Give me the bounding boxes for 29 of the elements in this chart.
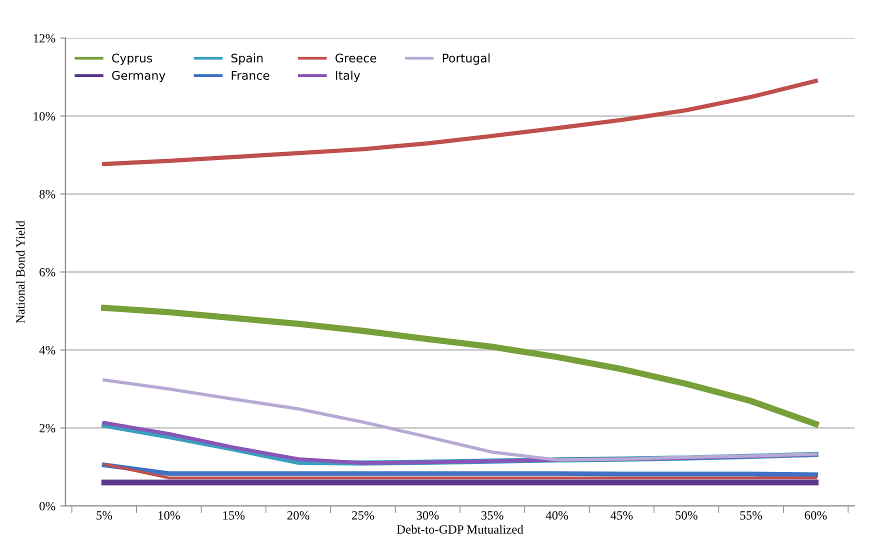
y-tick-label: 8% — [39, 190, 56, 199]
legend-label: Italy — [336, 70, 360, 82]
x-tick-label: 15% — [223, 511, 245, 520]
y-tick-label: 0% — [39, 502, 56, 510]
y-tick-label: 6% — [40, 268, 56, 276]
x-tick-label: 25% — [352, 511, 374, 520]
x-tick-label: 35% — [481, 511, 504, 520]
y-axis-title: National Bond Yield — [16, 220, 25, 324]
line-series — [102, 378, 818, 462]
y-tick-label: 2% — [40, 424, 56, 432]
x-tick-label: 60% — [804, 511, 827, 520]
y-tick-label: 4% — [39, 346, 56, 354]
x-tick-label: 55% — [740, 511, 762, 520]
y-tick-label: 10% — [34, 112, 56, 121]
y-tick-label: 12% — [34, 34, 56, 43]
x-tick-label: 45% — [610, 511, 633, 520]
legend-label: France — [232, 71, 270, 80]
x-axis-title: Debt-to-GDP Mutualized — [396, 524, 524, 534]
x-tick-label: 20% — [287, 511, 310, 520]
legend-label: Portugal — [442, 53, 490, 65]
legend-label: Cyprus — [112, 54, 152, 65]
x-tick-label: 50% — [676, 511, 698, 520]
x-tick-label: 30% — [416, 511, 439, 520]
legend-label: Germany — [112, 70, 166, 82]
legend-label: Spain — [231, 53, 263, 65]
x-tick-label: 40% — [546, 511, 568, 520]
x-tick-label: 10% — [158, 511, 180, 520]
legend-label: Greece — [335, 54, 376, 63]
x-tick-label: 5% — [96, 511, 112, 520]
